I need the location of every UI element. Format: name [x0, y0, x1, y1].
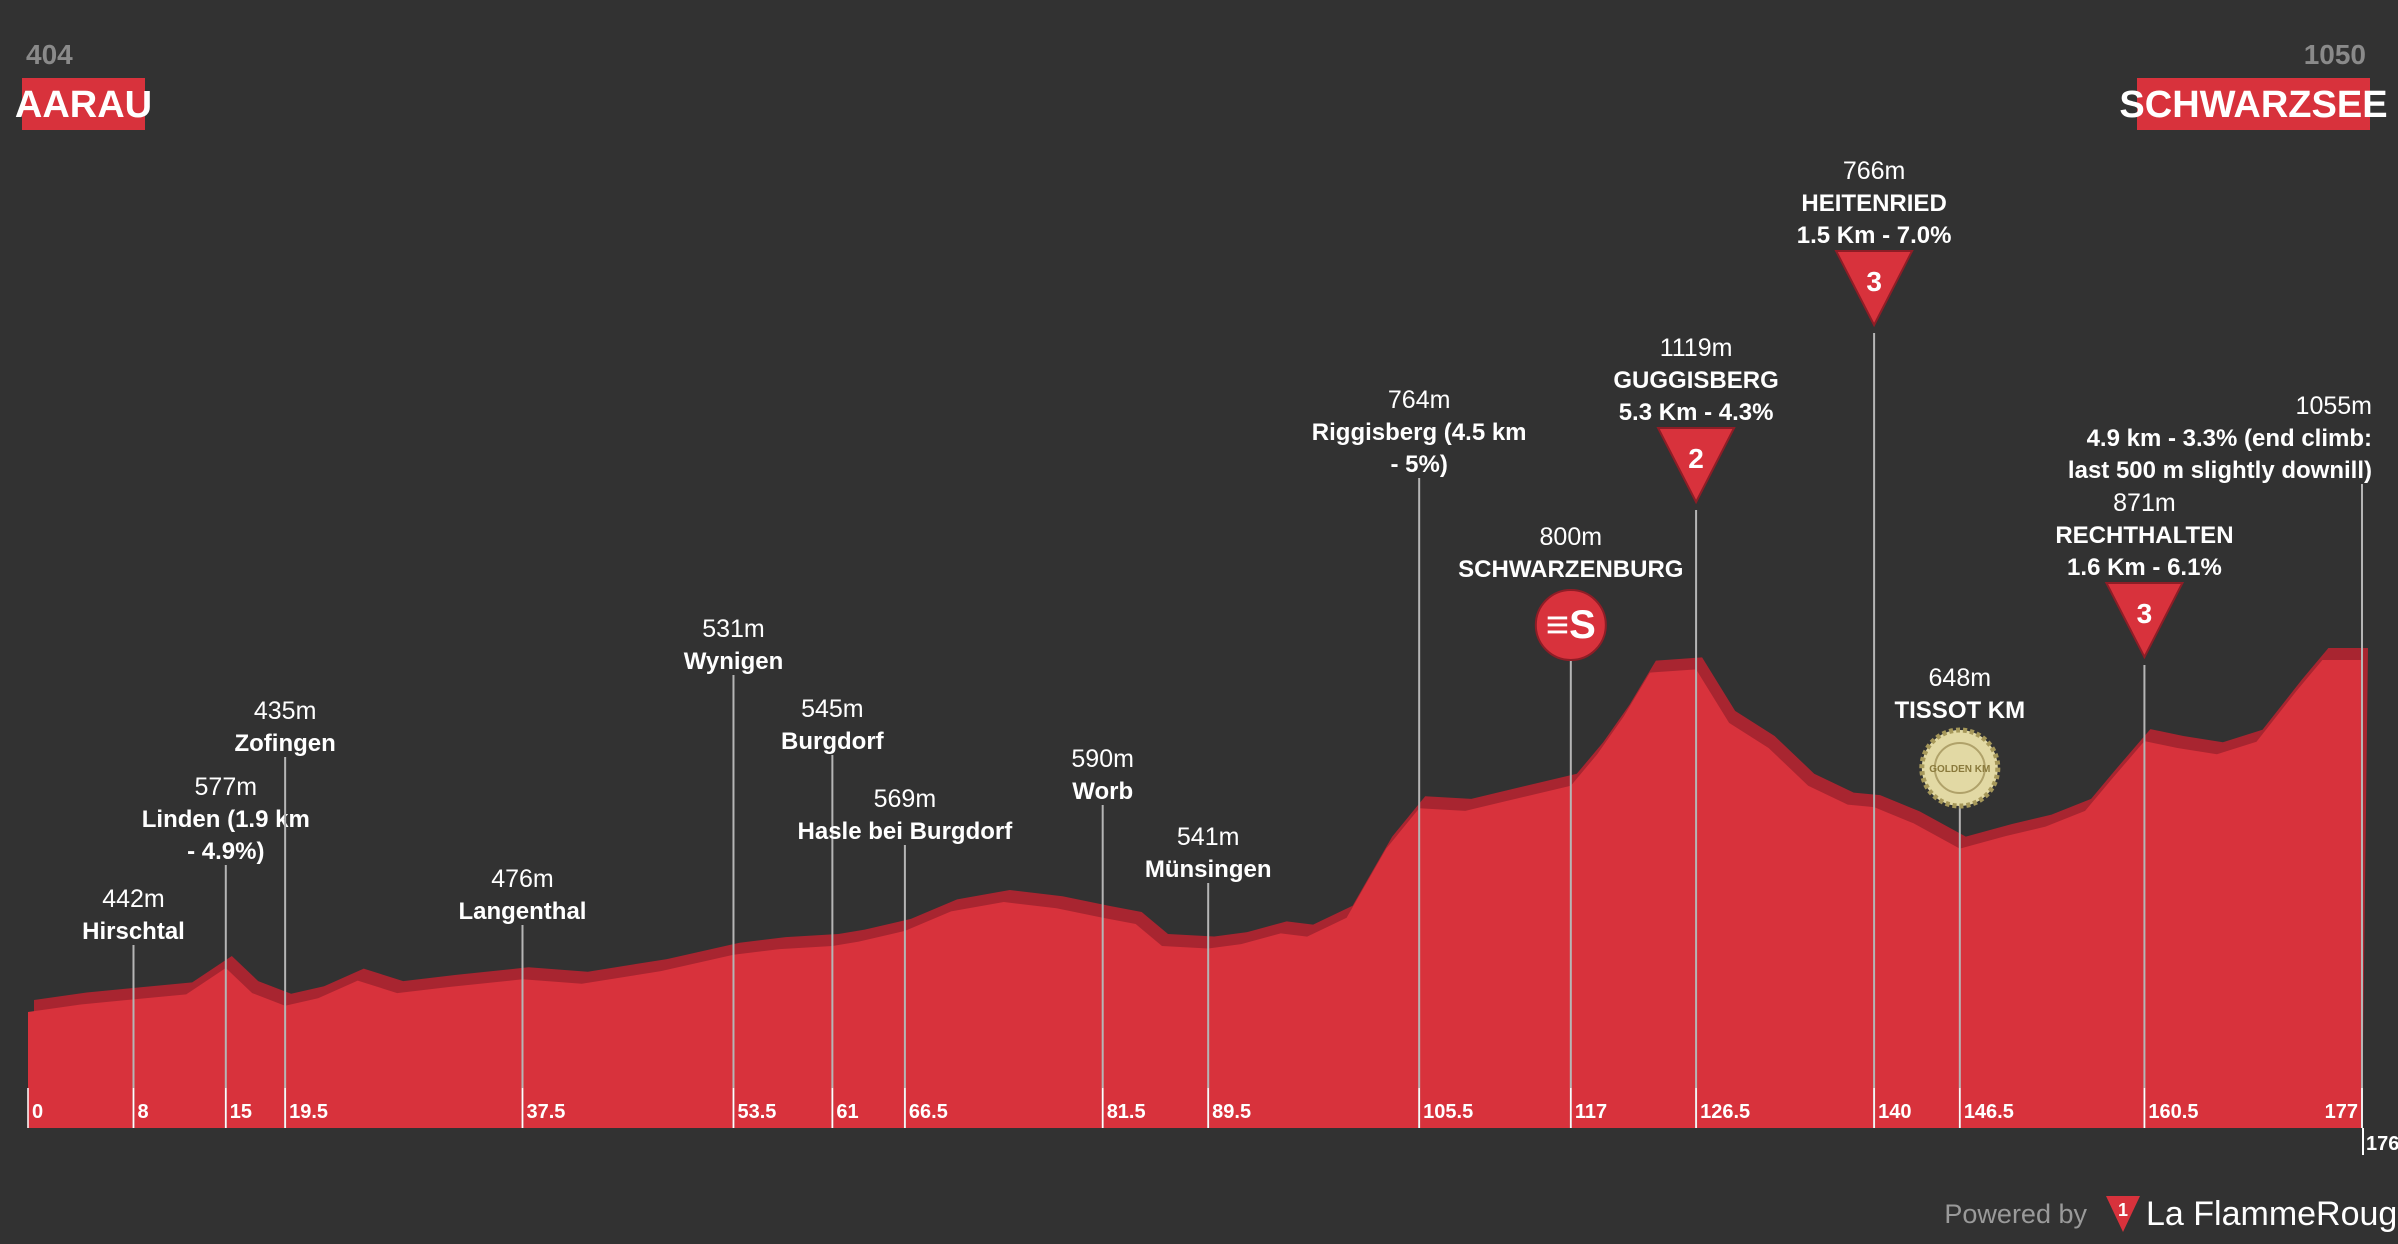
finish-badge [2137, 78, 2370, 130]
waypoint-name-line: - 5%) [1390, 451, 1447, 478]
flamme-rouge-logo-icon: 1 [2106, 1196, 2140, 1232]
climb-category-number: 3 [2137, 598, 2153, 629]
waypoint-climb-detail: 1.6 Km - 6.1% [2067, 554, 2222, 581]
x-tick-label: 15 [230, 1101, 252, 1123]
climb-category-icon [1656, 427, 1736, 505]
powered-by-text: Powered by [1944, 1199, 2087, 1229]
x-tick-label: 81.5 [1107, 1101, 1146, 1123]
waypoint-marker: ≡S 800m SCHWARZENBURG [1458, 523, 1683, 1128]
x-tick-label: 53.5 [737, 1101, 776, 1123]
x-tick-label: 37.5 [526, 1101, 565, 1123]
x-tick-label: 117 [1575, 1101, 1607, 1123]
waypoint-name: Wynigen [684, 648, 784, 675]
waypoint-marker: 531m Wynigen [684, 615, 784, 1128]
golden-km-icon [1919, 727, 2001, 809]
start-altitude: 404 [26, 39, 73, 70]
waypoint-marker: 590m Worb [1071, 745, 1134, 1128]
x-tick-label: 19.5 [289, 1101, 328, 1123]
golden-km-icon-text: GOLDEN KM [1929, 764, 1990, 775]
waypoint-elevation: 577m [195, 773, 258, 801]
waypoint-marker: 435m Zofingen [234, 697, 336, 1128]
waypoint-elevation: 871m [2113, 489, 2176, 517]
waypoint-elevation: 531m [702, 615, 765, 643]
waypoint-marker: 577m Linden (1.9 km - 4.9%) [142, 773, 310, 1128]
waypoint-marker: 545m Burgdorf [781, 695, 885, 1128]
x-tick-label: 0 [32, 1101, 43, 1123]
start-badge [22, 78, 145, 130]
waypoint-climb-detail: 1.5 Km - 7.0% [1797, 222, 1952, 249]
x-tick-label: 160.5 [2148, 1101, 2198, 1123]
waypoint-elevation: 1055m [2296, 392, 2372, 420]
logo-mark: 1 [2118, 1200, 2128, 1220]
waypoint-marker: 541m Münsingen [1145, 823, 1272, 1128]
waypoint-elevation: 590m [1071, 745, 1134, 773]
waypoint-name: Münsingen [1145, 856, 1272, 883]
waypoint-name-line: last 500 m slightly downill) [2068, 457, 2372, 484]
x-tick-label: 61 [836, 1101, 858, 1123]
sprint-icon-glyph: ≡S [1546, 603, 1596, 647]
waypoint-name: TISSOT KM [1894, 697, 2025, 724]
x-tick-label: 140 [1878, 1101, 1911, 1123]
waypoint-marker: 764m Riggisberg (4.5 km - 5%) [1312, 386, 1527, 1128]
waypoint-elevation: 569m [874, 785, 937, 813]
profile-area [28, 660, 2362, 1128]
brand-name: La FlammeRouge [2146, 1195, 2398, 1233]
waypoint-name: Hasle bei Burgdorf [798, 818, 1014, 845]
waypoint-elevation: 648m [1929, 664, 1992, 692]
waypoint-marker: 569m Hasle bei Burgdorf [798, 785, 1014, 1128]
x-tick-label: 146.5 [1964, 1101, 2014, 1123]
x-tick-label: 177 [2325, 1101, 2358, 1123]
waypoint-elevation: 442m [102, 885, 165, 913]
x-tick-label: 66.5 [909, 1101, 948, 1123]
start-name: AARAU [15, 84, 152, 126]
climb-category-icon [1834, 250, 1914, 328]
x-axis-ticks: 0 8 15 19.5 37.5 53.5 61 66.5 81.5 89.5 105.5 117 12… [27, 1088, 2363, 1128]
waypoint-name: HEITENRIED [1801, 190, 1946, 217]
waypoint-name-line: Linden (1.9 km [142, 806, 310, 833]
waypoint-marker: 3 871m RECHTHALTEN 1.6 Km - 6.1% [2055, 489, 2234, 1128]
waypoint-climb-detail: 5.3 Km - 4.3% [1619, 399, 1774, 426]
finish-name: SCHWARZSEE [2119, 84, 2387, 126]
waypoint-elevation: 1119m [1660, 334, 1733, 362]
waypoint-name: Hirschtal [82, 918, 185, 945]
waypoint-marker: 3 766m HEITENRIED 1.5 Km - 7.0% [1797, 157, 1952, 1128]
waypoint-name-line: 4.9 km - 3.3% (end climb: [2087, 425, 2372, 452]
waypoint-name: GUGGISBERG [1613, 367, 1778, 394]
waypoint-name-line: Riggisberg (4.5 km [1312, 419, 1527, 446]
waypoint-elevation: 541m [1177, 823, 1240, 851]
waypoint-marker: 1055m 4.9 km - 3.3% (end climb: last 500 m… [2068, 392, 2372, 1128]
waypoint-elevation: 545m [801, 695, 864, 723]
climb-category-number: 2 [1688, 443, 1704, 474]
waypoint-name-line: - 4.9%) [187, 838, 264, 865]
waypoint-elevation: 800m [1540, 523, 1603, 551]
waypoint-elevation: 435m [254, 697, 317, 725]
waypoint-elevation: 764m [1388, 386, 1451, 414]
waypoint-name: Burgdorf [781, 728, 885, 755]
waypoint-name: RECHTHALTEN [2055, 522, 2233, 549]
waypoint-name: Langenthal [458, 898, 586, 925]
waypoint-marker: 476m Langenthal [458, 865, 586, 1128]
x-tick-label: 89.5 [1212, 1101, 1251, 1123]
waypoint-elevation: 476m [491, 865, 554, 893]
golden-km-icon-ring [1933, 742, 1986, 794]
waypoint-marker: GOLDEN KM 648m TISSOT KM [1894, 664, 2025, 1128]
waypoint-marker: 2 1119m GUGGISBERG 5.3 Km - 4.3% [1613, 334, 1779, 1128]
waypoint-elevation: 766m [1843, 157, 1906, 185]
waypoint-name: Worb [1072, 778, 1133, 805]
waypoint-marker: 442m Hirschtal [82, 885, 185, 1128]
end-km-label: 176 [2366, 1133, 2398, 1155]
waypoint-name: Zofingen [234, 730, 335, 757]
finish-altitude: 1050 [2304, 39, 2366, 70]
waypoint-name: SCHWARZENBURG [1458, 556, 1683, 583]
x-tick-label: 8 [137, 1101, 148, 1123]
x-tick-label: 105.5 [1423, 1101, 1473, 1123]
climb-category-icon [2104, 582, 2185, 660]
climb-category-number: 3 [1866, 266, 1882, 297]
sprint-icon [1534, 589, 1607, 661]
x-tick-label: 126.5 [1700, 1101, 1750, 1123]
